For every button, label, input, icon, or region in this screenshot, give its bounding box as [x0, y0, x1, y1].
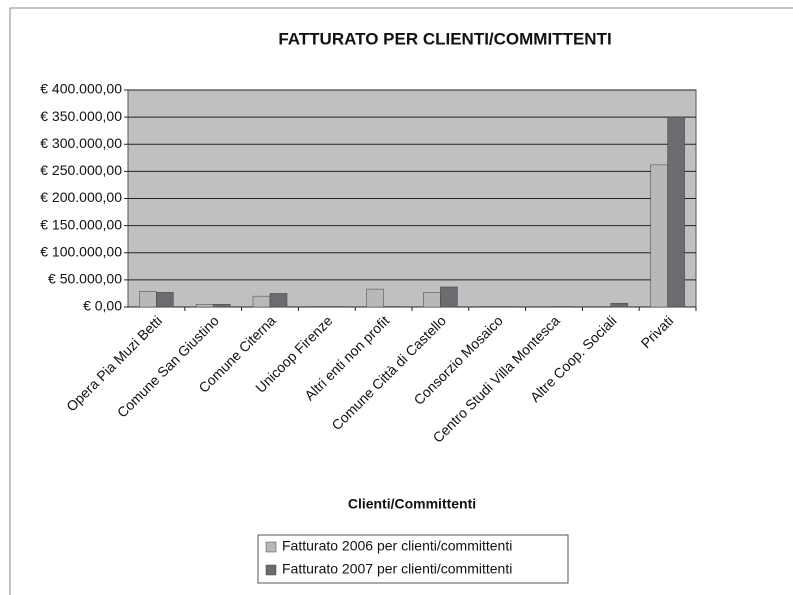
bar	[553, 306, 572, 308]
bar	[326, 306, 345, 308]
bar	[383, 306, 401, 308]
bar	[667, 116, 685, 308]
bar	[252, 295, 271, 308]
bar	[195, 304, 214, 308]
legend-swatch	[265, 541, 277, 553]
y-tick-label: € 350.000,00	[40, 108, 122, 124]
x-axis-title: Clienti/Committenti	[348, 496, 476, 512]
bar	[423, 292, 441, 308]
legend-box	[257, 534, 569, 584]
y-tick-label: € 200.000,00	[40, 189, 122, 205]
y-tick-label: € 250.000,00	[40, 162, 122, 178]
bar	[139, 291, 157, 308]
chart-title: FATTURATO PER CLIENTI/COMMITTENTI	[278, 29, 611, 48]
y-tick-label: € 100.000,00	[40, 243, 122, 259]
bar	[366, 288, 384, 308]
bar	[309, 306, 328, 308]
bar	[610, 302, 629, 308]
bar	[650, 164, 668, 308]
bar	[496, 306, 515, 308]
y-tick-label: € 300.000,00	[40, 135, 122, 151]
bar	[269, 293, 288, 308]
bar	[440, 286, 458, 308]
y-tick-label: € 150.000,00	[40, 216, 122, 232]
bar	[156, 292, 174, 308]
y-tick-label: € 400.000,00	[40, 81, 122, 97]
legend-label: Fatturato 2007 per clienti/committenti	[282, 561, 512, 577]
legend-swatch	[265, 564, 277, 576]
y-tick-label: € 50.000,00	[48, 271, 122, 287]
y-tick-label: € 0,00	[83, 298, 122, 314]
bar	[212, 304, 231, 308]
bar	[479, 306, 498, 308]
legend-label: Fatturato 2006 per clienti/committenti	[282, 538, 512, 554]
